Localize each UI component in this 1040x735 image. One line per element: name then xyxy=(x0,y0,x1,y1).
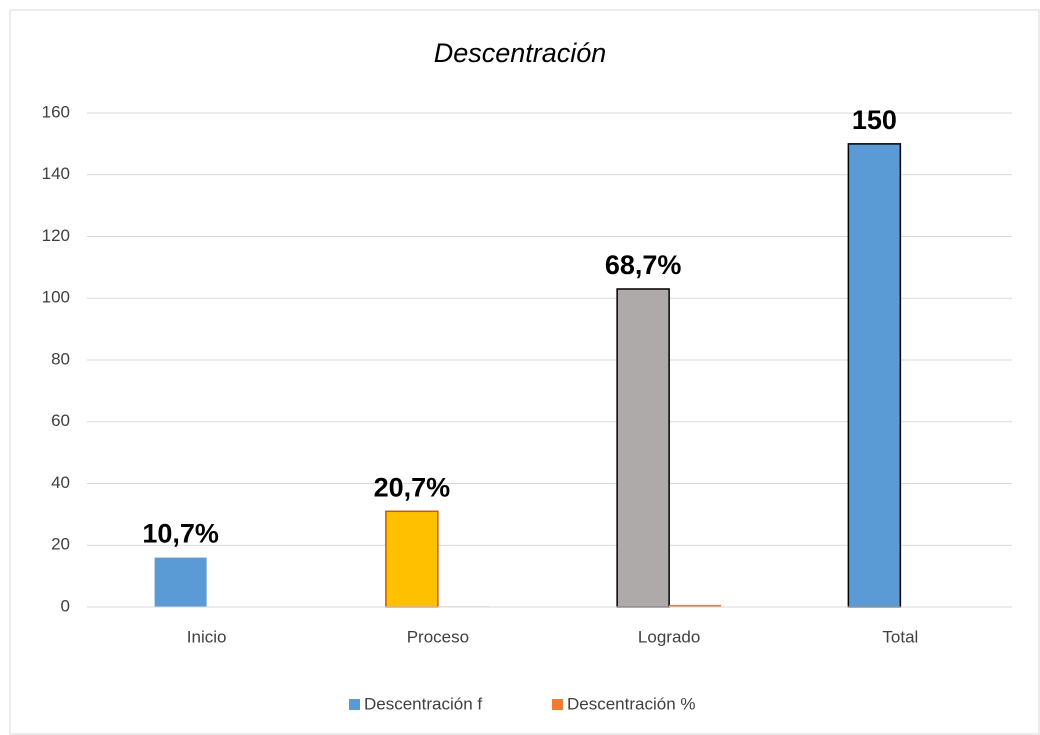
y-tick-label: 120 xyxy=(42,226,70,245)
y-tick-label: 20 xyxy=(51,535,70,554)
data-label: 20,7% xyxy=(374,472,451,502)
x-tick-label: Proceso xyxy=(407,627,469,646)
bar xyxy=(847,143,902,608)
y-tick-label: 160 xyxy=(42,102,70,121)
bar xyxy=(616,288,670,608)
bar xyxy=(385,510,439,608)
legend-swatch xyxy=(349,699,360,710)
y-tick-label: 80 xyxy=(51,349,70,368)
bar xyxy=(154,557,207,607)
legend-label: Descentración f xyxy=(364,694,482,713)
y-tick-label: 100 xyxy=(42,288,70,307)
y-tick-label: 40 xyxy=(51,473,70,492)
y-tick-label: 140 xyxy=(42,164,70,183)
legend-label: Descentración % xyxy=(567,694,696,713)
data-label: 150 xyxy=(852,105,897,135)
y-tick-label: 60 xyxy=(51,411,70,430)
legend-swatch xyxy=(552,699,563,710)
y-tick-label: 0 xyxy=(61,596,70,615)
data-label: 10,7% xyxy=(142,519,219,549)
data-label: 68,7% xyxy=(605,250,682,280)
bar xyxy=(669,604,722,607)
x-tick-label: Inicio xyxy=(187,627,227,646)
x-tick-label: Total xyxy=(882,627,918,646)
chart-title: Descentración xyxy=(434,38,607,68)
x-tick-label: Logrado xyxy=(638,627,700,646)
